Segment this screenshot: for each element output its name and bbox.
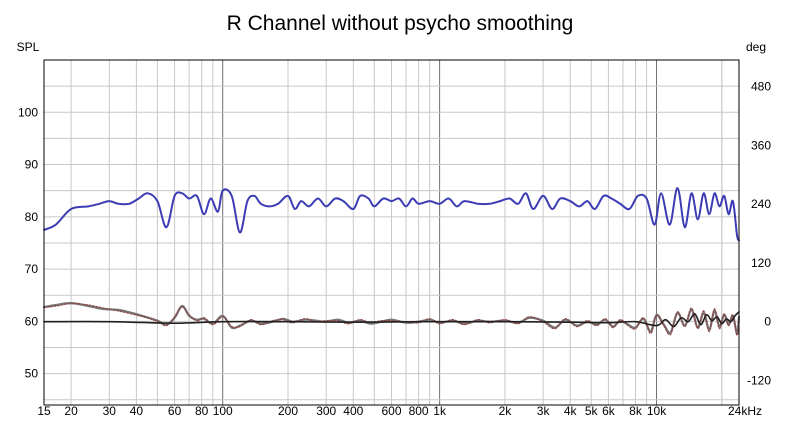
y2-tick-label: 360 [751,138,771,152]
series-line-phase-dotted [43,302,740,337]
y-tick-label: 80 [25,210,39,224]
x-tick-label: 5k [585,404,599,418]
x-tick-label: 24kHz [728,404,762,418]
x-tick-label: 80 [195,404,209,418]
x-tick-label: 200 [278,404,298,418]
x-tick-label: 400 [343,404,363,418]
x-tick-label: 1k [433,404,447,418]
x-tick-label: 600 [381,404,401,418]
plot-area [42,187,741,337]
grid [44,60,739,405]
y2-tick-label: 240 [751,197,771,211]
y-axis-left-label: SPL [17,40,40,54]
x-tick-label: 2k [499,404,513,418]
x-tick-label: 100 [213,404,233,418]
y-tick-label: 70 [25,262,39,276]
x-tick-label: 3k [537,404,551,418]
x-tick-label: 8k [629,404,643,418]
x-tick-label: 20 [64,404,78,418]
x-tick-label: 60 [168,404,182,418]
chart-title: R Channel without psycho smoothing [227,12,574,35]
y2-tick-label: 0 [764,315,771,329]
x-tick-label: 30 [103,404,117,418]
x-tick-label: 4k [564,404,578,418]
x-tick-label: 15 [37,404,51,418]
y-tick-label: 100 [18,105,38,119]
y-axis-right-label: deg [746,40,766,54]
y-tick-label: 90 [25,158,39,172]
x-tick-label: 6k [602,404,616,418]
x-tick-label: 40 [130,404,144,418]
series-line-spl [43,187,740,242]
y2-tick-label: 480 [751,79,771,93]
plot-frame [43,59,740,406]
x-tick-label: 300 [316,404,336,418]
axes: 15 20 30 40 60 80 100 200 300 400 600 800 1k 2k 3k 4k 5k… [18,79,771,418]
x-tick-label: 10k [647,404,667,418]
y2-tick-label: -120 [747,373,771,387]
y-tick-label: 50 [25,367,39,381]
y-tick-label: 60 [25,314,39,328]
series-line-group [43,311,740,328]
x-tick-label: 800 [409,404,429,418]
y2-tick-label: 120 [751,256,771,270]
